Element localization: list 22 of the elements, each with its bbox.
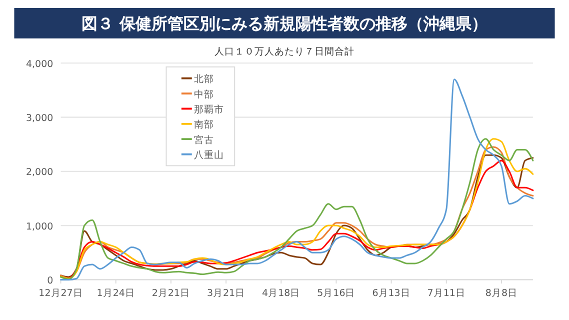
y-tick-label: 0 [47,276,54,286]
x-tick-label: 8月8日 [485,288,518,299]
y-tick-label: 4,000 [26,58,54,70]
chart-subtitle: 人口１０万人あたり７日間合計 [214,46,354,58]
y-tick-label: 1,000 [26,221,54,232]
y-tick-label: 3,000 [26,113,54,124]
legend-label: 八重山 [194,149,224,162]
chart-title: 図３ 保健所管区別にみる新規陽性者数の推移（沖縄県） [82,14,488,33]
x-tick-label: 3月21日 [206,288,246,299]
legend-label: 北部 [194,73,214,86]
legend-label: 宮古 [194,134,214,146]
x-tick-label: 7月11日 [427,288,466,299]
legend-label: 中部 [194,88,214,100]
x-tick-label: 6月13日 [372,288,410,299]
x-tick-label: 1月24日 [96,288,135,299]
legend-label: 那覇市 [194,104,224,116]
x-tick-label: 5月16日 [317,288,356,299]
x-tick-label: 2月21日 [152,288,190,299]
legend-label: 南部 [194,118,214,131]
x-tick-label: 12月27日 [38,288,83,299]
x-tick-label: 4月18日 [262,288,300,299]
y-tick-label: 2,000 [26,167,54,178]
